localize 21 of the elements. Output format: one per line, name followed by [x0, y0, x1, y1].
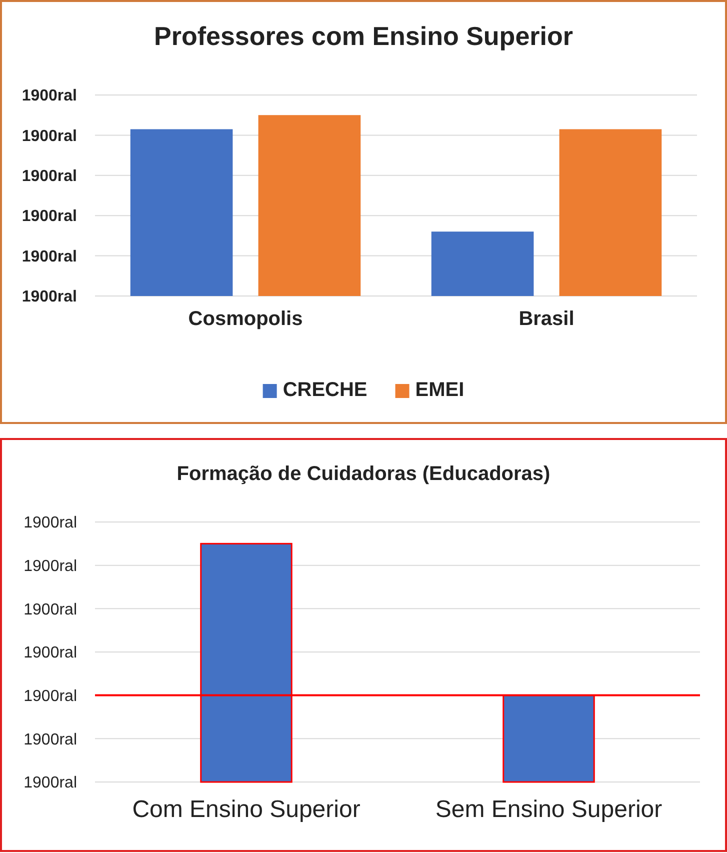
legend-label: CRECHE: [282, 379, 368, 401]
text: 1900ral: [24, 514, 77, 532]
chart-title: Professores com Ensino Superior: [154, 21, 574, 51]
text: 1900ral: [22, 128, 77, 145]
text: 1900ral: [24, 774, 77, 792]
chart-title: Formação de Cuidadoras (Educadoras): [176, 463, 550, 485]
text: 1900ral: [22, 288, 77, 306]
text: 1900ral: [24, 731, 77, 748]
text: 1900ral: [24, 558, 77, 575]
text: 1900ral: [22, 208, 77, 226]
text: 1900ral: [24, 644, 77, 662]
x-tick-label: Sem Ensino Superior: [435, 796, 662, 823]
legend-label: EMEI: [415, 379, 464, 401]
text: 1900ral: [24, 601, 77, 618]
text: 1900ral: [22, 88, 77, 105]
text: 1900ral: [24, 688, 77, 705]
text: 1900ral: [22, 248, 77, 266]
text: 1900ral: [22, 168, 77, 185]
x-tick-label: Cosmopolis: [188, 308, 303, 330]
x-tick-label: Com Ensino Superior: [132, 796, 360, 823]
x-tick-label: Brasil: [518, 308, 574, 330]
